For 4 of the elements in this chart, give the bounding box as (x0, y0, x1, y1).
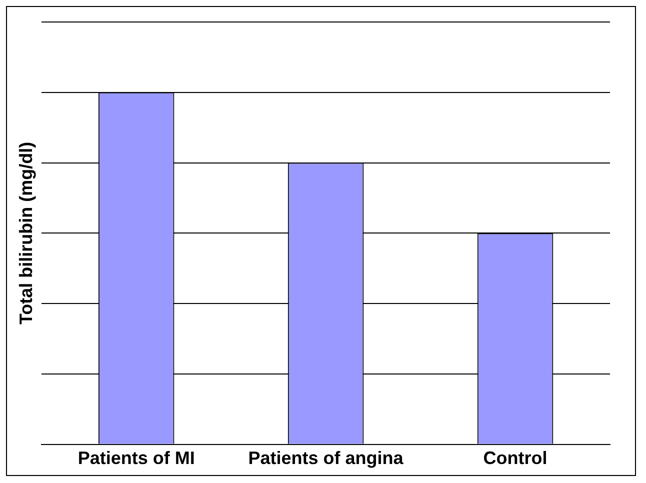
x-tick-label: Control (483, 448, 548, 468)
y-axis-title: Total bilirubin (mg/dl) (16, 142, 36, 325)
x-tick-label: Patients of angina (248, 448, 404, 468)
x-tick-label: Patients of MI (78, 448, 195, 468)
